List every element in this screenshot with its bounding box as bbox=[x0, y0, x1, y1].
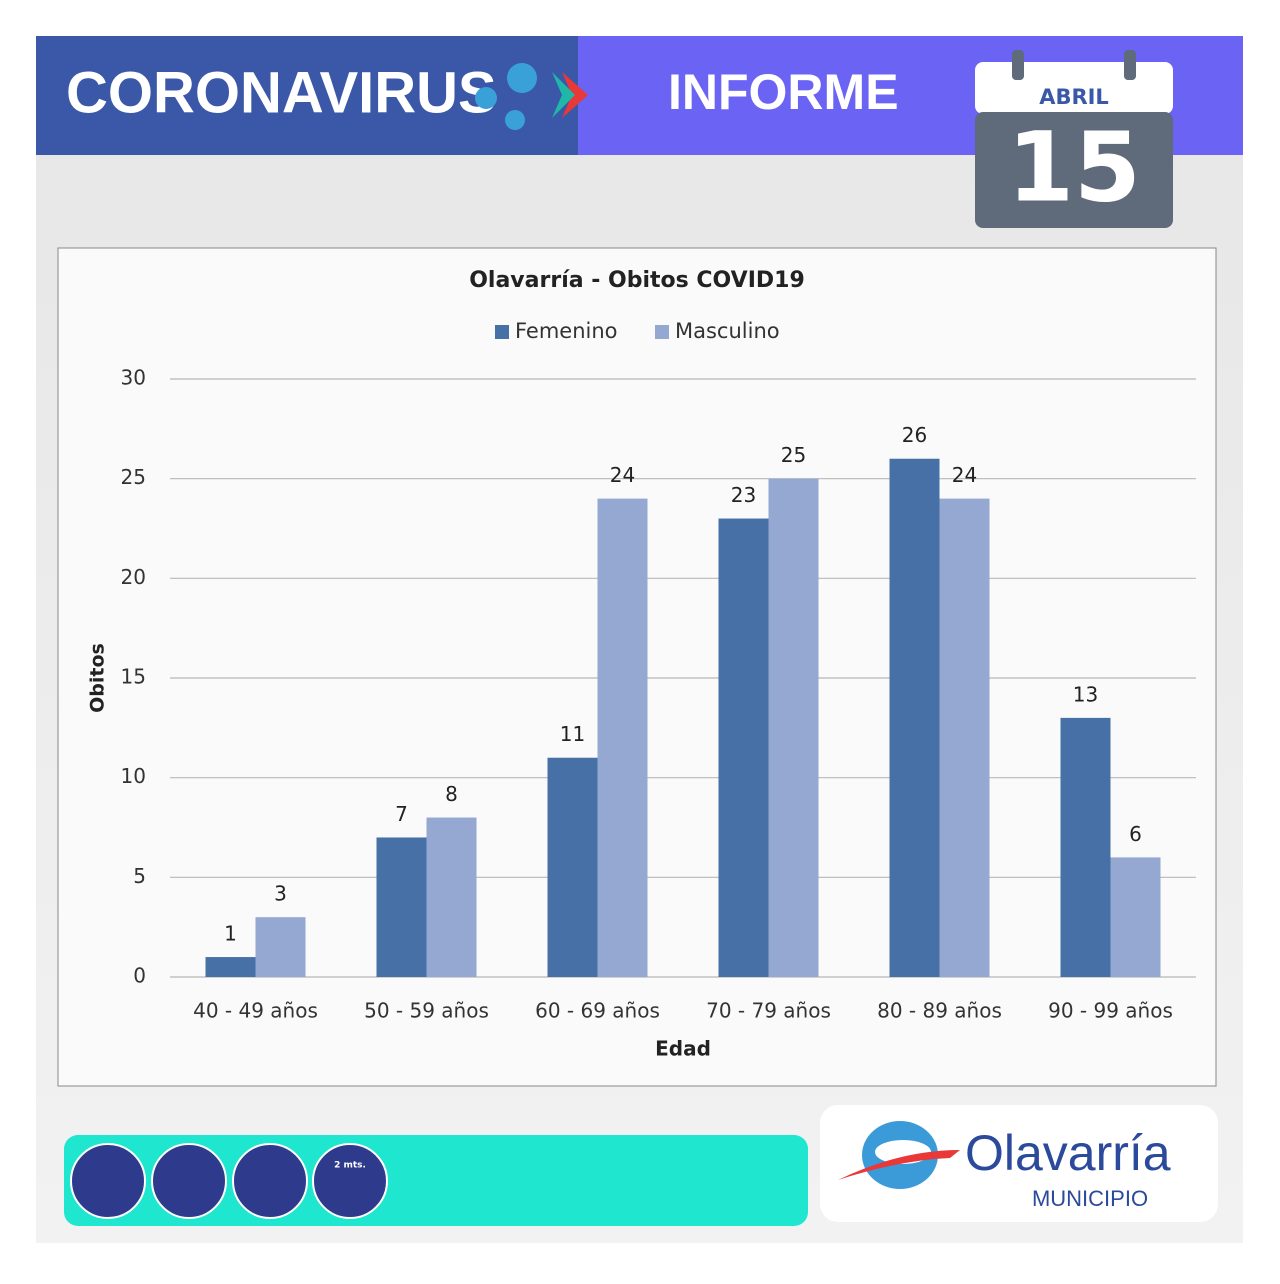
data-label: 24 bbox=[952, 463, 977, 487]
logo-name: Olavarría bbox=[965, 1125, 1171, 1181]
bar bbox=[547, 757, 598, 977]
y-tick-label: 25 bbox=[121, 465, 146, 489]
x-tick-label: 70 - 79 años bbox=[706, 999, 831, 1023]
y-tick-label: 20 bbox=[121, 565, 146, 589]
data-label: 1 bbox=[224, 922, 237, 946]
bar bbox=[597, 498, 648, 977]
hygiene-icons bbox=[70, 1143, 388, 1219]
x-tick-label: 90 - 99 años bbox=[1048, 999, 1173, 1023]
data-label: 26 bbox=[902, 423, 927, 447]
bar bbox=[255, 917, 306, 977]
legend-swatch bbox=[655, 325, 669, 339]
data-label: 6 bbox=[1129, 822, 1142, 846]
header-subtitle: INFORME bbox=[668, 64, 899, 120]
legend-label: Masculino bbox=[675, 319, 780, 343]
data-label: 3 bbox=[274, 882, 287, 906]
data-label: 23 bbox=[731, 483, 756, 507]
y-tick-label: 15 bbox=[121, 665, 146, 689]
logo-sub: MUNICIPIO bbox=[1032, 1186, 1148, 1211]
bar bbox=[205, 957, 256, 977]
data-label: 24 bbox=[610, 463, 635, 487]
data-label: 11 bbox=[560, 722, 585, 746]
bar bbox=[768, 478, 819, 977]
x-tick-label: 80 - 89 años bbox=[877, 999, 1002, 1023]
data-label: 25 bbox=[781, 443, 806, 467]
virus-icons bbox=[475, 63, 588, 130]
bar bbox=[1110, 857, 1161, 977]
bar bbox=[426, 817, 477, 977]
x-tick-label: 50 - 59 años bbox=[364, 999, 489, 1023]
legend-label: Femenino bbox=[515, 319, 618, 343]
y-tick-label: 0 bbox=[133, 964, 146, 988]
y-tick-label: 30 bbox=[121, 366, 146, 390]
calendar-month: ABRIL bbox=[1039, 85, 1109, 109]
header-title: CORONAVIRUS bbox=[66, 60, 497, 125]
y-tick-label: 5 bbox=[133, 864, 146, 888]
chart-title: Olavarría - Obitos COVID19 bbox=[469, 268, 805, 293]
bar bbox=[1060, 717, 1111, 977]
chart: Olavarría - Obitos COVID19 Edad Obitos 0 5 10… bbox=[87, 268, 1196, 1061]
calendar-day: 15 bbox=[1007, 111, 1141, 223]
data-label: 7 bbox=[395, 802, 408, 826]
bar bbox=[889, 458, 940, 977]
bar bbox=[718, 518, 769, 977]
data-label: 8 bbox=[445, 782, 458, 806]
bar bbox=[939, 498, 990, 977]
data-label: 13 bbox=[1073, 682, 1098, 706]
distance-label: 2 mts. bbox=[334, 1161, 366, 1171]
x-tick-label: 40 - 49 años bbox=[193, 999, 318, 1023]
calendar: ABRIL 15 bbox=[975, 50, 1173, 228]
y-axis-label: Obitos bbox=[87, 643, 109, 713]
y-tick-label: 10 bbox=[121, 764, 146, 788]
legend-swatch bbox=[495, 325, 509, 339]
x-axis-label: Edad bbox=[655, 1037, 711, 1061]
x-tick-label: 60 - 69 años bbox=[535, 999, 660, 1023]
logo-mark bbox=[838, 1121, 960, 1189]
bar bbox=[376, 837, 427, 977]
